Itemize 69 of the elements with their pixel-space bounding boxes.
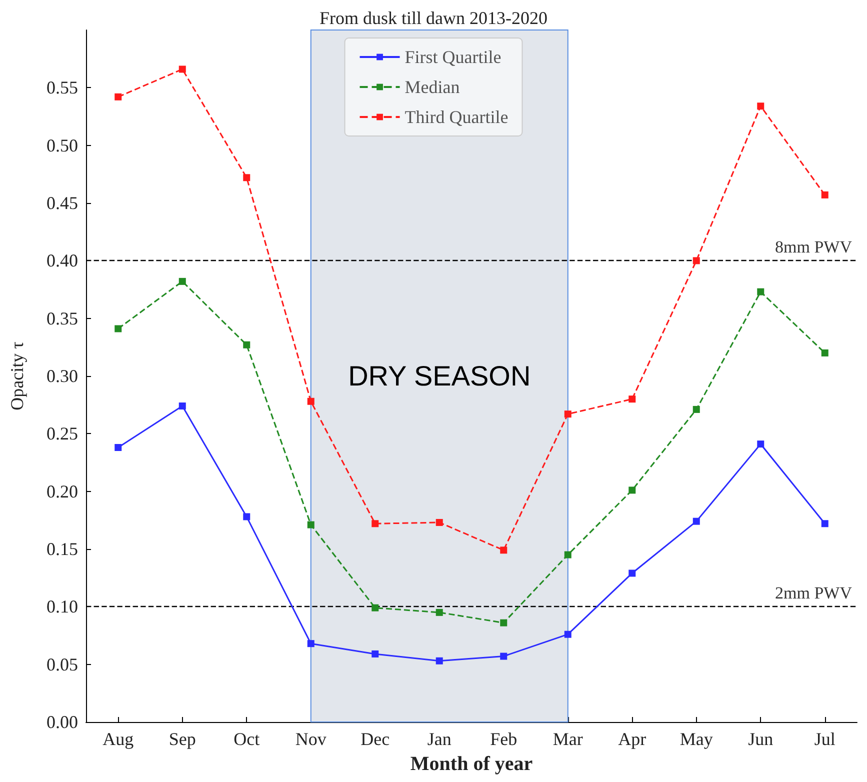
point bbox=[692, 257, 700, 264]
point bbox=[372, 650, 379, 658]
point bbox=[821, 520, 828, 528]
legend-label: Median bbox=[404, 77, 460, 97]
point bbox=[178, 402, 186, 410]
legend-label: First Quartile bbox=[404, 47, 502, 67]
point bbox=[114, 325, 122, 332]
x-axis-title: Month of year bbox=[410, 753, 533, 775]
point bbox=[243, 341, 250, 348]
y-tick-label: 0.00 bbox=[46, 712, 78, 732]
chart-title: From dusk till dawn 2013-2020 bbox=[320, 8, 548, 28]
y-tick-label: 0.30 bbox=[46, 366, 78, 386]
point bbox=[307, 398, 314, 405]
x-tick-label: Nov bbox=[295, 729, 326, 749]
x-tick-label: Oct bbox=[234, 729, 260, 749]
point bbox=[757, 288, 764, 296]
x-tick-label: Aug bbox=[102, 729, 134, 749]
point bbox=[178, 278, 186, 285]
x-tick-label: Dec bbox=[360, 729, 390, 749]
x-tick-label: Feb bbox=[490, 729, 518, 749]
y-tick-label: 0.15 bbox=[46, 539, 78, 559]
point bbox=[372, 520, 379, 528]
point bbox=[436, 608, 443, 616]
point bbox=[436, 657, 443, 664]
y-tick-label: 0.25 bbox=[46, 424, 78, 444]
x-tick-label: Apr bbox=[618, 729, 646, 749]
point bbox=[372, 604, 379, 612]
ref-line-label: 8mm PWV bbox=[775, 238, 853, 257]
point bbox=[500, 546, 508, 554]
point bbox=[436, 518, 443, 526]
x-tick-label: Sep bbox=[168, 729, 196, 749]
point bbox=[692, 406, 700, 413]
x-tick-label: Mar bbox=[552, 729, 583, 749]
point bbox=[564, 630, 572, 638]
point bbox=[757, 440, 764, 448]
y-tick-label: 0.20 bbox=[46, 481, 78, 502]
x-tick-label: May bbox=[680, 729, 713, 749]
y-tick-label: 0.55 bbox=[46, 78, 78, 98]
point bbox=[114, 93, 122, 100]
point bbox=[307, 640, 314, 648]
point bbox=[500, 652, 508, 660]
y-tick-label: 0.50 bbox=[46, 135, 78, 156]
point bbox=[114, 444, 122, 452]
point bbox=[243, 513, 250, 520]
y-tick-label: 0.10 bbox=[46, 596, 78, 617]
y-tick-label: 0.35 bbox=[46, 308, 78, 328]
x-tick-label: Jun bbox=[748, 729, 774, 749]
point bbox=[500, 619, 508, 626]
y-tick-label: 0.45 bbox=[46, 193, 78, 213]
legend-label: Third Quartile bbox=[404, 107, 508, 127]
point bbox=[757, 102, 764, 110]
point bbox=[178, 66, 186, 73]
ref-line-label: 2mm PWV bbox=[775, 584, 853, 603]
point bbox=[628, 486, 636, 494]
y-axis-title: Opacity τ bbox=[7, 342, 27, 410]
point bbox=[692, 518, 700, 525]
point bbox=[821, 349, 828, 356]
y-tick-label: 0.05 bbox=[46, 654, 78, 674]
point bbox=[564, 551, 572, 558]
x-tick-label: Jul bbox=[814, 729, 836, 749]
band-label: DRY SEASON bbox=[348, 360, 531, 392]
x-tick-label: Jan bbox=[427, 729, 452, 749]
point bbox=[243, 174, 250, 182]
point bbox=[628, 570, 636, 577]
point bbox=[821, 191, 828, 198]
point bbox=[307, 521, 314, 528]
y-tick-label: 0.40 bbox=[46, 250, 78, 271]
point bbox=[564, 410, 572, 418]
point bbox=[628, 396, 636, 403]
